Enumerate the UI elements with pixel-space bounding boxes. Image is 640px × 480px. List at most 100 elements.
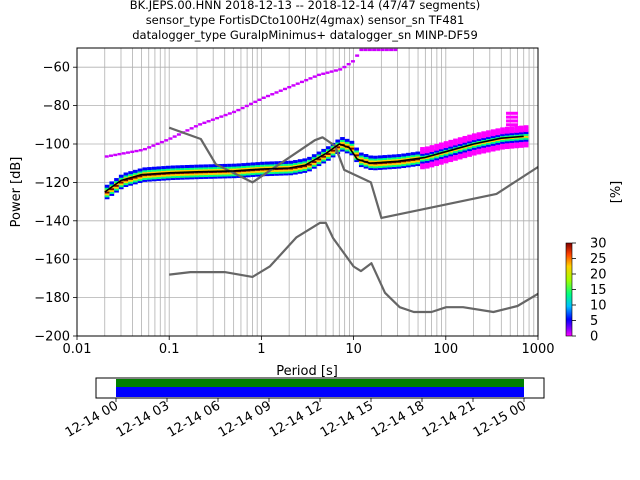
heatmap-cell — [293, 160, 298, 164]
heatmap-cell — [506, 115, 519, 119]
heatmap-cell — [486, 145, 491, 149]
chart-title-line-2: sensor_type FortisDCto100Hz(4gmax) senso… — [145, 13, 465, 27]
heatmap-cell — [500, 138, 505, 142]
heatmap-cell — [307, 168, 312, 172]
heatmap-cell — [476, 143, 482, 147]
heatmap-cell — [373, 163, 378, 167]
y-tick-label: −160 — [34, 253, 70, 268]
heatmap-cell — [415, 161, 421, 165]
heatmap-cell — [462, 137, 468, 141]
heatmap-cell — [338, 68, 343, 71]
heatmap-cell — [429, 160, 435, 164]
heatmap-cell — [363, 48, 368, 52]
heatmap-cell — [241, 174, 246, 178]
heatmap-cell — [476, 136, 482, 140]
heatmap-cell — [448, 157, 454, 161]
heatmap-cell — [344, 142, 350, 146]
heatmap-cell — [264, 161, 270, 165]
heatmap-cell — [266, 94, 271, 98]
heatmap-cell — [250, 173, 256, 177]
heatmap-cell — [165, 167, 171, 171]
heatmap-cell — [387, 166, 392, 170]
heatmap-cell — [344, 146, 350, 150]
heatmap-cell — [457, 148, 463, 152]
heatmap-cell — [453, 144, 458, 148]
heatmap-cell — [302, 158, 308, 162]
heatmap-cell — [389, 48, 394, 52]
heatmap-cell — [448, 147, 454, 151]
heatmap-cell — [134, 149, 139, 153]
heatmap-cell — [443, 154, 449, 158]
heatmap-cell — [210, 118, 215, 121]
heatmap-cell — [295, 82, 300, 85]
heatmap-cell — [462, 135, 468, 139]
heatmap-cell — [109, 187, 115, 191]
heatmap-cell — [410, 154, 416, 158]
heatmap-cell — [257, 98, 262, 101]
heatmap-cell — [401, 163, 407, 167]
time-tick-label: 12-14 18 — [369, 398, 427, 440]
heatmap-cell — [288, 168, 294, 172]
heatmap-cell — [410, 159, 416, 163]
heatmap-cell — [506, 123, 519, 127]
heatmap-cell — [486, 143, 491, 147]
heatmap-cell — [109, 189, 115, 193]
heatmap-cell — [172, 135, 177, 138]
heatmap-cell — [104, 194, 110, 198]
heatmap-cell — [180, 176, 185, 180]
y-axis-ticks: −200 −180 −160 −140 −120 −100 −80 −60 — [34, 61, 77, 345]
heatmap-cell — [340, 144, 345, 148]
heatmap-cell — [401, 165, 407, 169]
heatmap-cell — [132, 173, 138, 177]
heatmap-cell — [299, 80, 304, 84]
heatmap-cell — [297, 168, 303, 172]
heatmap-cell — [307, 158, 312, 162]
time-coverage-data-bar — [116, 379, 524, 387]
heatmap-cell — [194, 176, 199, 180]
plot-frame — [76, 47, 539, 337]
heatmap-cell — [161, 168, 166, 172]
heatmap-cell — [448, 139, 454, 143]
heatmap-cell — [523, 127, 529, 131]
heatmap-cell — [208, 164, 214, 168]
heatmap-cell — [504, 144, 510, 148]
heatmap-cell — [354, 151, 359, 155]
heatmap-cell — [137, 172, 143, 176]
heatmap-cell — [208, 171, 214, 175]
heatmap-cell — [326, 157, 331, 161]
heatmap-cell — [264, 165, 270, 169]
heatmap-cell — [457, 137, 463, 141]
heatmap-cell — [514, 127, 520, 131]
heatmap-cell — [250, 172, 256, 176]
heatmap-cell — [274, 172, 279, 176]
heatmap-cell — [203, 164, 209, 168]
heatmap-cell — [519, 127, 524, 131]
heatmap-cell — [429, 162, 435, 166]
heatmap-cell — [213, 164, 218, 168]
y-tick-label: −200 — [34, 330, 70, 345]
heatmap-cell — [396, 161, 402, 165]
heatmap-cell — [490, 135, 496, 139]
heatmap-cell — [476, 134, 482, 138]
heatmap-cell — [514, 143, 520, 147]
heatmap-cell — [486, 137, 491, 141]
heatmap-cell — [438, 155, 444, 159]
heatmap-cell — [269, 165, 275, 169]
heatmap-cell — [316, 163, 322, 167]
heatmap-cell — [260, 165, 265, 169]
heatmap-cell — [293, 167, 298, 171]
colorbar-label: [%] — [609, 181, 624, 204]
heatmap-cell — [387, 158, 392, 162]
heatmap-cell — [245, 170, 251, 174]
heatmap-cell — [244, 104, 249, 108]
heatmap-cell — [335, 141, 341, 145]
heatmap-cell — [363, 154, 369, 158]
heatmap-cell — [288, 162, 294, 166]
heatmap-cell — [448, 143, 454, 147]
heatmap-cell — [486, 149, 491, 153]
heatmap-cell — [471, 150, 477, 154]
heatmap-cell — [457, 139, 463, 143]
heatmap-cell — [189, 168, 195, 172]
heatmap-cell — [104, 196, 110, 200]
heatmap-cell — [168, 137, 173, 140]
